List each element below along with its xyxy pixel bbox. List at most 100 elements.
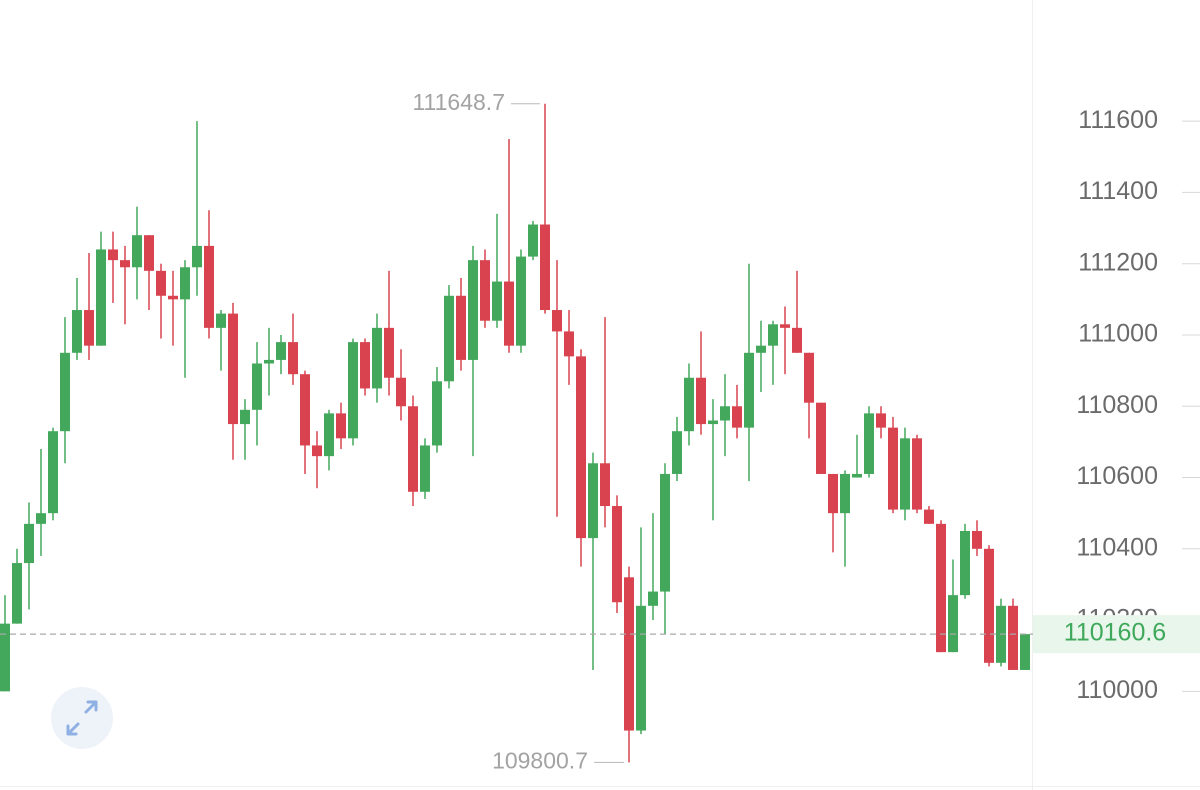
y-tick-label: 111400: [1078, 177, 1158, 205]
candle-body: [756, 345, 766, 353]
candles: [0, 103, 1030, 763]
candle-body: [372, 327, 382, 389]
y-tick-label: 110400: [1076, 533, 1158, 561]
candle-body: [504, 281, 514, 346]
candle-body: [876, 413, 886, 428]
candle-body: [48, 431, 58, 514]
candle-body: [96, 249, 106, 346]
candle-body: [252, 363, 262, 410]
candle-body: [816, 402, 826, 474]
candle-body: [276, 342, 286, 360]
candle-body: [468, 260, 478, 360]
candle-body: [672, 431, 682, 474]
candle-body: [264, 359, 274, 364]
candle-body: [720, 406, 730, 421]
y-tick-label: 110000: [1076, 676, 1158, 704]
candle-body: [564, 331, 574, 357]
expand-button-bg[interactable]: [51, 687, 113, 749]
last-price-box: [1033, 615, 1200, 654]
candle-body: [108, 249, 118, 261]
candle-body: [192, 245, 202, 268]
candle-body: [144, 235, 154, 271]
y-tick-label: 111600: [1078, 106, 1158, 134]
candle-body: [588, 463, 598, 539]
candle-body: [840, 473, 850, 514]
candle-body: [960, 530, 970, 596]
candle-body: [420, 445, 430, 492]
candle-body: [684, 377, 694, 432]
y-tick-label: 110800: [1076, 391, 1158, 419]
candle-body: [0, 623, 10, 692]
candle-body: [288, 342, 298, 375]
candle-body: [336, 413, 346, 439]
candle-body: [540, 224, 550, 311]
candle-body: [864, 413, 874, 474]
y-tick-label: 111000: [1078, 320, 1158, 348]
candle-body: [456, 295, 466, 360]
candle-body: [432, 381, 442, 446]
candle-body: [300, 374, 310, 446]
candle-body: [384, 327, 394, 378]
candle-body: [360, 342, 370, 389]
candle-body: [660, 473, 670, 592]
candle-body: [12, 563, 22, 624]
candle-body: [888, 427, 898, 510]
overlay: 111648.7 109800.7 110160.6: [0, 89, 1200, 773]
candle-body: [168, 295, 178, 300]
candle-body: [156, 270, 166, 296]
candle-body: [312, 445, 322, 457]
candle-body: [912, 438, 922, 510]
last-price-label: 110160.6: [1064, 619, 1166, 647]
candle-body: [732, 406, 742, 428]
candle-body: [648, 591, 658, 606]
candle-body: [408, 406, 418, 492]
candle-body: [780, 324, 790, 328]
candle-body: [828, 473, 838, 514]
candle-body: [972, 530, 982, 549]
candle-body: [120, 260, 130, 268]
candle-body: [480, 260, 490, 321]
candle-body: [396, 377, 406, 407]
candle-body: [36, 513, 46, 524]
candle-body: [180, 267, 190, 300]
candle-body: [744, 352, 754, 428]
candle-body: [492, 281, 502, 321]
y-tick-label: 111200: [1078, 248, 1158, 276]
candle-body: [444, 295, 454, 382]
candle-body: [636, 605, 646, 731]
candle-body: [132, 235, 142, 268]
candle-body: [804, 352, 814, 403]
candle-body: [768, 324, 778, 346]
candle-body: [516, 256, 526, 346]
candle-body: [924, 509, 934, 524]
candle-body: [240, 409, 250, 425]
candle-body: [936, 523, 946, 653]
candle-body: [708, 420, 718, 425]
candle-body: [216, 313, 226, 328]
candle-body: [948, 595, 958, 653]
candle-body: [228, 313, 238, 425]
candle-body: [348, 342, 358, 439]
candle-body: [528, 224, 538, 257]
candle-body: [576, 356, 586, 539]
candle-body: [900, 438, 910, 510]
candle-body: [324, 413, 334, 457]
candle-body: [72, 310, 82, 353]
candle-body: [696, 377, 706, 425]
expand-icon[interactable]: [66, 700, 98, 736]
expand-button[interactable]: [51, 687, 113, 749]
candle-body: [204, 245, 214, 328]
max-label: 111648.7: [412, 89, 505, 115]
candle-body: [84, 310, 94, 346]
candle-body: [552, 310, 562, 332]
candle-body: [1020, 634, 1030, 670]
candle-body: [984, 548, 994, 663]
candle-body: [1008, 605, 1018, 670]
candle-body: [852, 473, 862, 478]
candle-body: [24, 523, 34, 564]
candle-body: [792, 327, 802, 353]
candle-body: [612, 506, 622, 603]
